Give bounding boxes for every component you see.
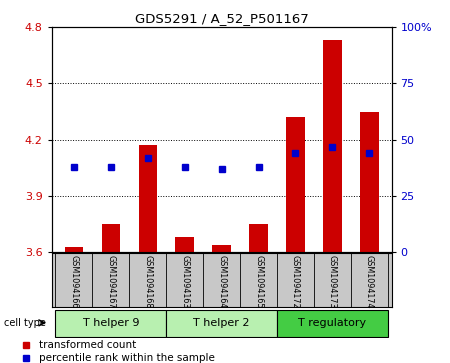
Text: GSM1094166: GSM1094166	[69, 254, 78, 308]
Text: T regulatory: T regulatory	[298, 318, 366, 329]
Bar	[249, 224, 268, 252]
Bar	[212, 245, 231, 252]
Text: percentile rank within the sample: percentile rank within the sample	[39, 352, 215, 363]
Title: GDS5291 / A_52_P501167: GDS5291 / A_52_P501167	[135, 12, 309, 25]
Text: GSM1094174: GSM1094174	[365, 254, 374, 308]
Text: GSM1094168: GSM1094168	[143, 254, 152, 308]
Text: GSM1094173: GSM1094173	[328, 254, 337, 308]
Text: GSM1094172: GSM1094172	[291, 254, 300, 308]
Text: GSM1094163: GSM1094163	[180, 254, 189, 308]
Bar	[102, 224, 120, 252]
Bar	[139, 145, 157, 252]
Text: GSM1094165: GSM1094165	[254, 254, 263, 308]
Text: transformed count: transformed count	[39, 340, 136, 350]
Bar	[65, 246, 83, 252]
Bar	[360, 111, 378, 252]
Bar	[176, 237, 194, 252]
Text: GSM1094164: GSM1094164	[217, 254, 226, 308]
Text: cell type: cell type	[4, 318, 46, 328]
Bar	[55, 310, 166, 337]
Bar	[277, 310, 388, 337]
Bar	[166, 310, 277, 337]
Text: T helper 9: T helper 9	[83, 318, 139, 329]
Text: T helper 2: T helper 2	[194, 318, 250, 329]
Bar	[286, 117, 305, 252]
Text: GSM1094167: GSM1094167	[106, 254, 115, 308]
Bar	[323, 40, 342, 252]
